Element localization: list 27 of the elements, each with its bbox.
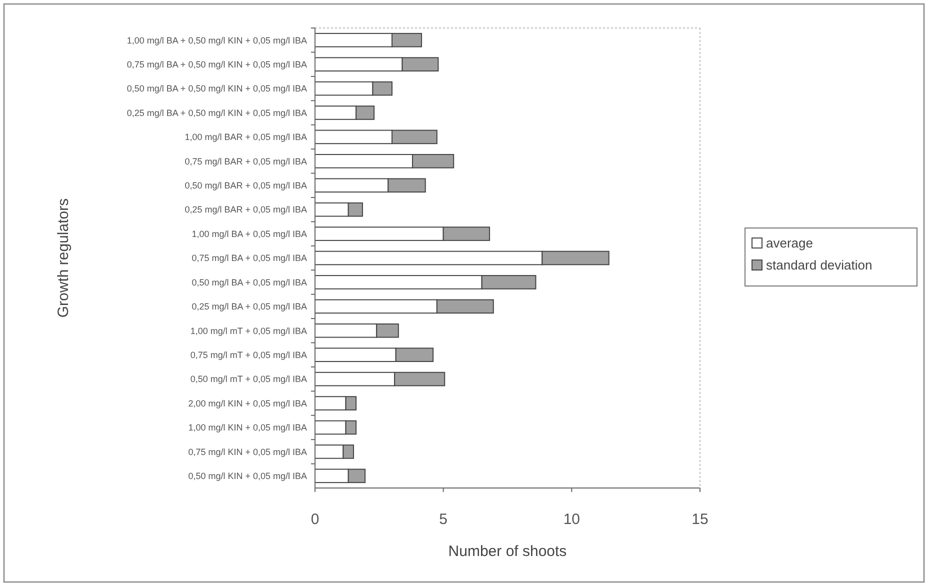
x-tick-label: 15: [692, 511, 708, 528]
x-axis-title: Number of shoots: [448, 543, 567, 560]
y-tick-label: 0,75 mg/l BA + 0,50 mg/l KIN + 0,05 mg/l IBA: [126, 59, 307, 70]
y-tick-label: 0,75 mg/l BAR + 0,05 mg/l IBA: [184, 156, 307, 166]
y-tick-label: 0,25 mg/l BA + 0,05 mg/l IBA: [192, 302, 307, 312]
y-tick-label: 0,25 mg/l BAR + 0,05 mg/l IBA: [184, 204, 307, 215]
y-tick-label: 1,00 mg/l BA + 0,50 mg/l KIN + 0,05 mg/l IBA: [126, 35, 307, 46]
y-tick-label: 1,00 mg/l mT + 0,05 mg/l IBA: [190, 326, 307, 336]
y-tick-label: 0,50 mg/l BA + 0,05 mg/l IBA: [192, 277, 307, 288]
y-axis-title: Growth regulators: [55, 198, 72, 318]
y-tick-label: 0,25 mg/l BA + 0,50 mg/l KIN + 0,05 mg/l IBA: [126, 108, 307, 118]
y-tick-label: 1,00 mg/l KIN + 0,05 mg/l IBA: [188, 422, 307, 433]
x-tick-label: 10: [563, 511, 580, 528]
y-tick-label: 0,50 mg/l KIN + 0,05 mg/l IBA: [188, 471, 307, 482]
y-tick-label: 0,75 mg/l mT + 0,05 mg/l IBA: [190, 350, 307, 360]
legend-label: standard deviation: [766, 258, 872, 273]
y-tick-label: 0,75 mg/l KIN + 0,05 mg/l IBA: [188, 446, 307, 457]
x-tick-label: 5: [439, 511, 448, 528]
x-tick-label: 0: [310, 511, 320, 528]
y-tick-label: 0,75 mg/l BA + 0,05 mg/l IBA: [192, 253, 307, 264]
legend-label: average: [766, 236, 813, 251]
y-tick-label: 0,50 mg/l mT + 0,05 mg/l IBA: [190, 374, 307, 384]
y-tick-label: 1,00 mg/l BA + 0,05 mg/l IBA: [192, 228, 307, 239]
y-tick-label: 2,00 mg/l KIN + 0,05 mg/l IBA: [188, 398, 307, 408]
y-tick-label: 0,50 mg/l BAR + 0,05 mg/l IBA: [184, 180, 307, 191]
y-tick-label: 1,00 mg/l BAR + 0,05 mg/l IBA: [184, 132, 307, 142]
y-tick-label: 0,50 mg/l BA + 0,50 mg/l KIN + 0,05 mg/l IBA: [126, 84, 307, 94]
